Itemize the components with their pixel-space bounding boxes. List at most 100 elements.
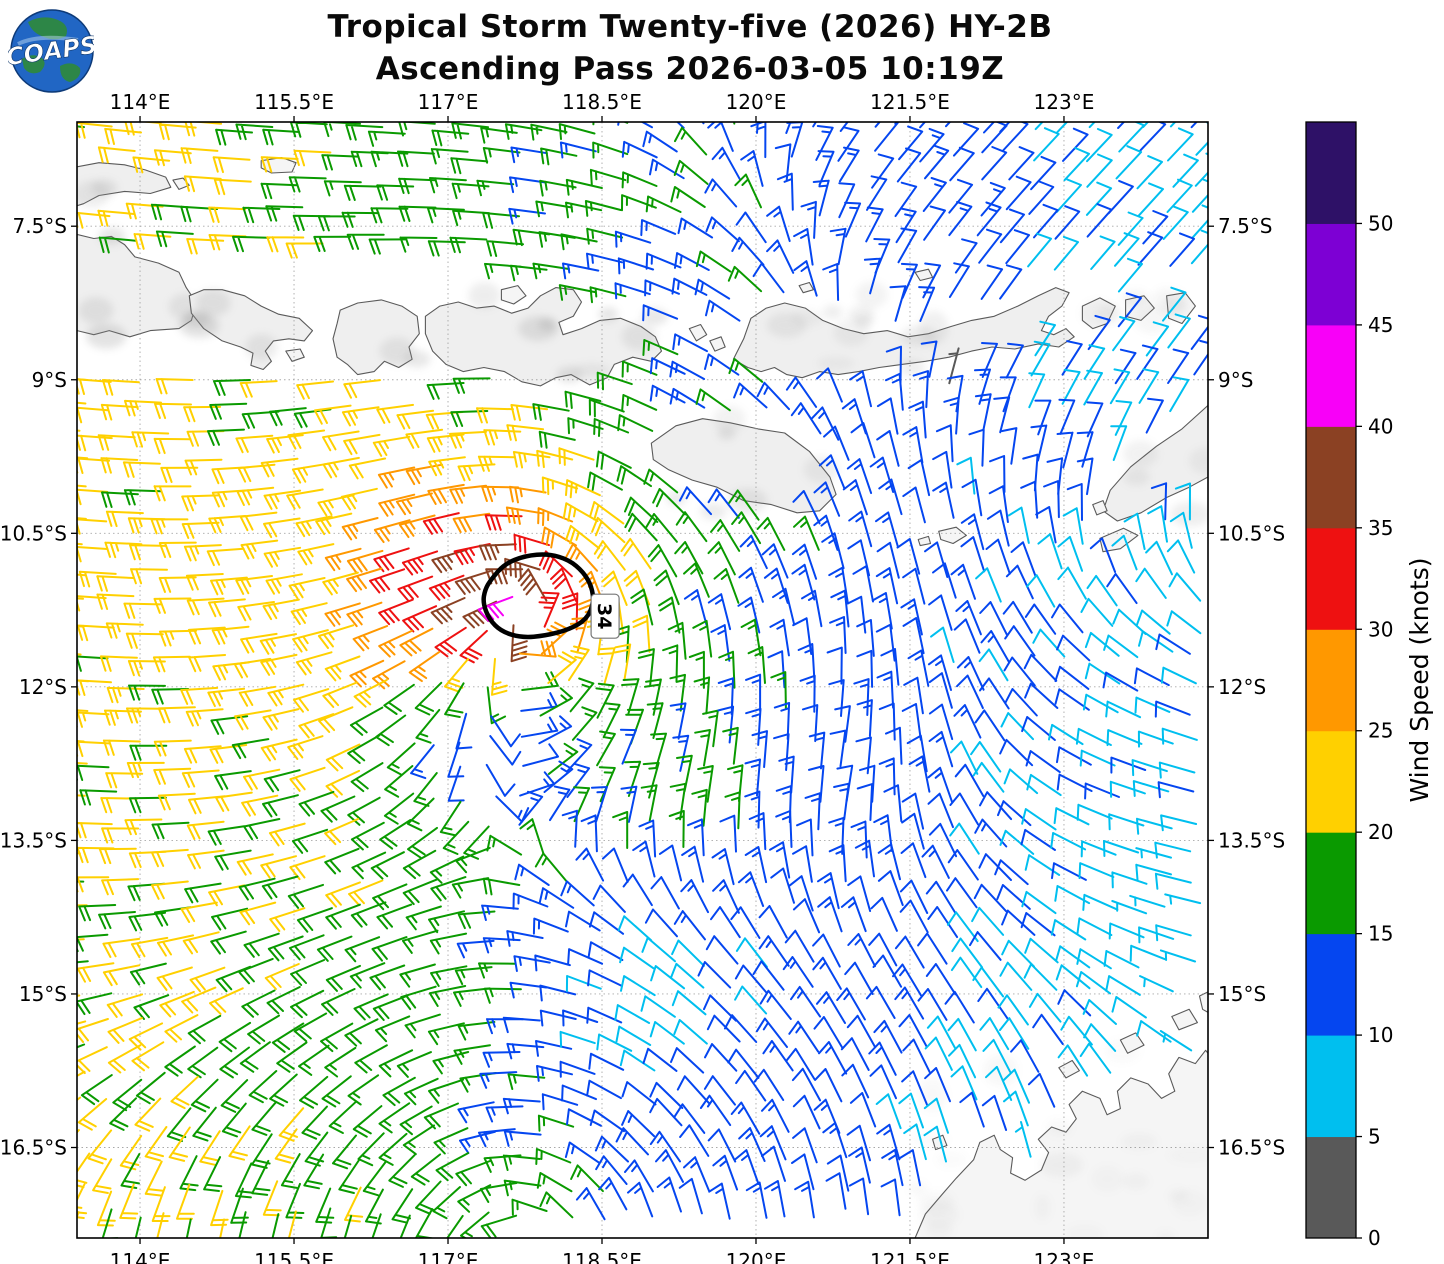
wind-barb	[1087, 314, 1111, 351]
wind-barb	[614, 230, 652, 248]
wind-barb	[744, 846, 768, 884]
wind-barb	[296, 380, 334, 400]
wind-barb	[351, 851, 387, 880]
wind-barb	[370, 851, 405, 880]
wind-barb	[322, 430, 360, 452]
wind-barb	[617, 414, 654, 432]
wind-barb	[1139, 122, 1167, 152]
wind-barb	[1135, 863, 1172, 881]
wind-barb	[237, 601, 275, 622]
wind-barb	[595, 1155, 628, 1185]
wind-barb	[745, 673, 762, 712]
wind-barb	[580, 814, 598, 853]
wind-barb	[1076, 948, 1112, 970]
wind-barb	[186, 597, 225, 616]
wind-barb	[396, 1051, 432, 1078]
r34-contour	[481, 552, 596, 640]
wind-barb	[1155, 924, 1192, 942]
wind-barb	[133, 994, 170, 1020]
wind-barb	[549, 785, 571, 822]
x-tick-label: 118.5°E	[562, 1249, 642, 1264]
wind-barb	[1063, 147, 1090, 182]
wind-barb	[373, 519, 411, 544]
wind-barb	[181, 769, 220, 788]
terrain-shading	[1123, 468, 1150, 486]
wind-barb	[377, 466, 416, 489]
wind-barb	[353, 679, 388, 708]
wind-barb	[206, 547, 245, 567]
wind-barb	[1080, 597, 1114, 627]
wind-barb	[543, 760, 574, 793]
wind-barb	[77, 1152, 91, 1189]
landmass-savu	[938, 526, 967, 545]
wind-barb	[1159, 949, 1197, 963]
wind-barb	[647, 544, 678, 578]
wind-barb	[848, 510, 873, 548]
wind-barb	[485, 763, 516, 797]
wind-barb	[828, 844, 847, 883]
wind-barb	[885, 372, 904, 411]
wind-barb	[1169, 376, 1190, 413]
wind-barb	[747, 646, 766, 684]
wind-barb	[158, 541, 197, 559]
wind-barb	[928, 594, 953, 631]
wind-barb	[105, 622, 144, 639]
colorbar-tick-label: 5	[1368, 1125, 1381, 1149]
wind-barb	[538, 430, 576, 449]
wind-barb	[735, 211, 767, 244]
logo-continent	[28, 17, 67, 40]
wind-barb	[369, 964, 406, 991]
wind-barb	[570, 1164, 604, 1193]
wind-barb	[325, 743, 361, 772]
wind-barb	[159, 990, 195, 1018]
x-tick-label-top: 120°E	[726, 90, 787, 114]
wind-barb	[876, 430, 900, 467]
wind-barb	[532, 917, 569, 935]
wind-barb	[404, 1013, 441, 1039]
wind-barb	[405, 463, 444, 486]
colorbar-segment	[1306, 933, 1356, 1036]
wind-barb	[181, 986, 217, 1014]
wind-barb	[711, 848, 735, 886]
wind-barb	[735, 1069, 767, 1102]
wind-barb	[575, 1187, 606, 1221]
wind-barb	[733, 382, 768, 409]
wind-barb	[1024, 854, 1061, 876]
wind-barb	[153, 485, 192, 502]
wind-barb	[1167, 127, 1194, 162]
wind-barb	[624, 760, 642, 797]
wind-barb	[535, 1040, 573, 1057]
wind-barb	[478, 962, 516, 979]
wind-barb	[1102, 671, 1139, 692]
wind-barb	[1035, 506, 1057, 544]
wind-barb	[1154, 841, 1192, 859]
wind-barb	[791, 1153, 815, 1191]
wind-barb	[332, 1134, 357, 1170]
wind-barb	[491, 657, 508, 696]
wind-barb	[536, 1065, 573, 1082]
wind-barb	[642, 1047, 678, 1072]
wind-barb	[840, 896, 867, 933]
wind-barb	[615, 1025, 652, 1046]
wind-barb	[1106, 729, 1143, 747]
wind-barb	[812, 179, 830, 217]
wind-barb	[565, 975, 602, 992]
wind-barb	[561, 809, 578, 848]
wind-barb	[968, 428, 985, 467]
wind-barb	[502, 1154, 541, 1171]
wind-barb	[402, 1124, 435, 1156]
wind-barb	[944, 990, 975, 1024]
wind-barb	[260, 457, 299, 478]
wind-barb	[558, 123, 596, 141]
wind-barb	[928, 703, 954, 741]
wind-barb	[826, 646, 843, 685]
colorbar-segment	[1306, 730, 1356, 833]
wind-barb	[187, 1014, 222, 1045]
wind-barb	[643, 468, 679, 494]
wind-barb	[78, 570, 117, 588]
wind-barb	[159, 629, 197, 647]
wind-barb	[650, 965, 686, 990]
wind-barb	[210, 930, 247, 955]
colorbar-segment	[1306, 832, 1356, 935]
wind-barb	[919, 127, 945, 163]
